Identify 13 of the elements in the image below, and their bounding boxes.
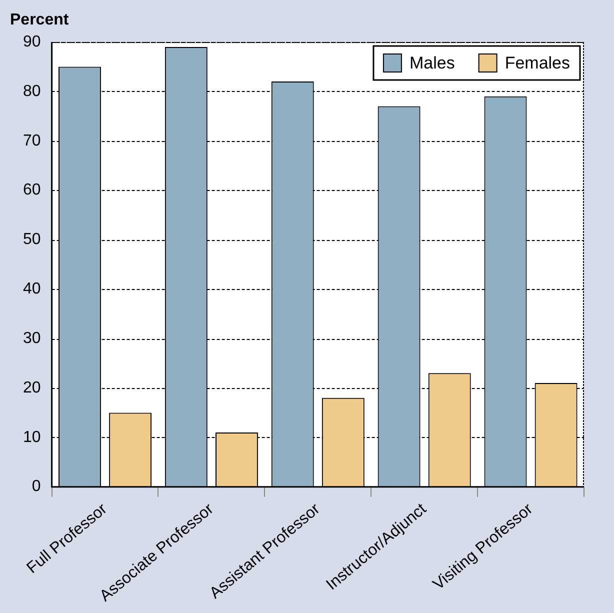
legend-label: Females [504, 54, 570, 73]
legend-label: Males [409, 54, 455, 73]
y-tick-label: 10 [23, 428, 41, 446]
y-tick-label: 90 [23, 33, 41, 50]
y-tick-label: 20 [23, 379, 41, 396]
y-tick-label: 60 [23, 182, 41, 199]
y-tick-label: 30 [23, 330, 41, 347]
y-tick-label: 70 [23, 132, 41, 150]
y-tick-label: 40 [23, 280, 41, 298]
y-tick-label: 80 [23, 82, 41, 100]
y-tick-label: 0 [32, 478, 41, 496]
y-axis-title: Percent [10, 11, 70, 28]
y-tick-label: 50 [23, 231, 41, 248]
